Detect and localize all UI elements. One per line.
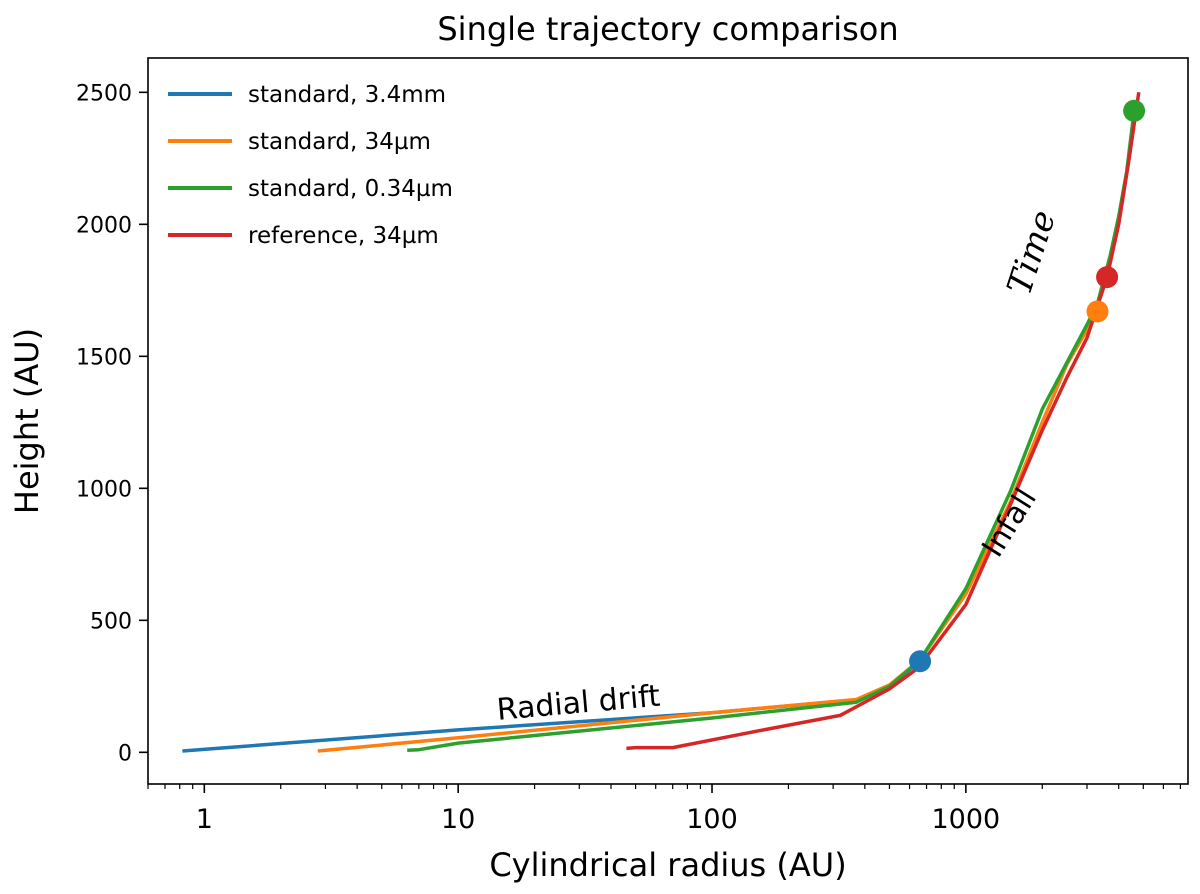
series-marker-3 (1123, 99, 1146, 122)
x-tick-label: 1 (196, 804, 213, 835)
y-tick-label: 0 (118, 741, 132, 766)
x-tick-label: 1000 (932, 804, 1001, 835)
legend-label: reference, 34µm (248, 223, 439, 249)
y-tick-label: 500 (90, 609, 132, 634)
y-axis-label: Height (AU) (8, 328, 46, 514)
x-tick-label: 10 (441, 804, 475, 835)
series-line-4 (626, 92, 1141, 751)
legend: standard, 3.4mm standard, 34µm standard, 0… (168, 82, 453, 249)
series-line-2 (317, 310, 1100, 753)
x-tick-label: 100 (686, 804, 738, 835)
chart-title: Single trajectory comparison (437, 10, 898, 48)
y-axis-ticks: 0 500 1000 1500 2000 2500 (76, 81, 148, 766)
x-axis-ticks: 1 10 100 1000 (147, 784, 1181, 835)
series-layer (182, 92, 1141, 753)
series-marker-1 (909, 650, 932, 673)
y-tick-label: 2500 (76, 81, 132, 106)
marker-layer (909, 99, 1146, 673)
legend-label: standard, 0.34µm (248, 176, 453, 202)
y-tick-label: 1000 (76, 477, 132, 502)
annotation-label: Time (1000, 206, 1065, 300)
legend-label: standard, 3.4mm (248, 82, 446, 108)
plot-area-frame (147, 57, 1189, 785)
y-tick-label: 2000 (76, 213, 132, 238)
y-tick-label: 1500 (76, 345, 132, 370)
annotation-label: Infall (975, 482, 1044, 563)
series-marker-2 (1086, 300, 1109, 323)
legend-label: standard, 34µm (248, 129, 431, 155)
x-axis-label: Cylindrical radius (AU) (489, 846, 846, 884)
series-marker-4 (1096, 266, 1119, 289)
